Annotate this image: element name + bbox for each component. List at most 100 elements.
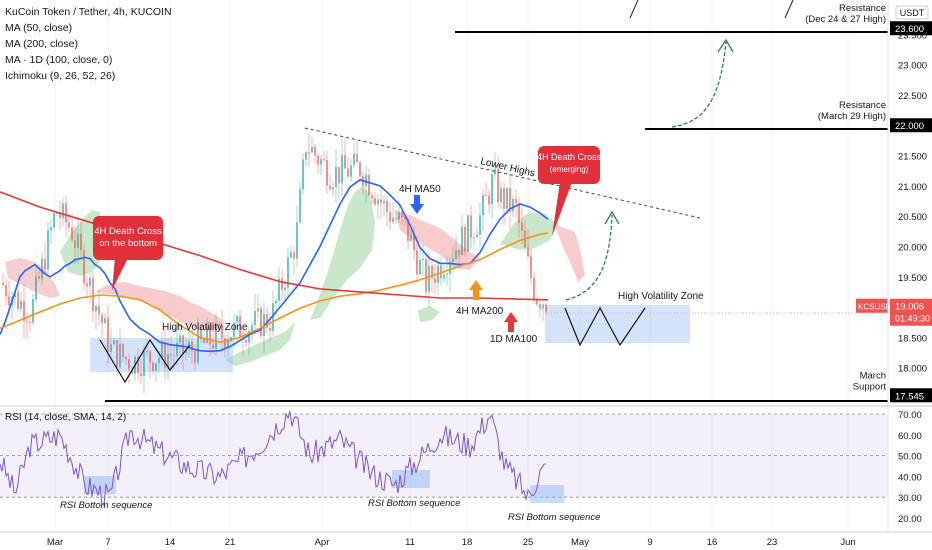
rsi-legend[interactable]: RSI (14, close, SMA, 14, 2)	[5, 412, 127, 423]
level-label: Resistance	[839, 100, 886, 111]
candle-body	[209, 326, 211, 345]
candle-body	[155, 363, 157, 372]
symbol-tag-label: KCSUSDT	[858, 303, 896, 312]
candle-body	[44, 258, 46, 270]
candle-body	[521, 222, 523, 231]
legend-ichimoku[interactable]: Ichimoku (9, 26, 52, 26)	[5, 70, 116, 82]
bear-cloud-right	[555, 225, 585, 282]
candle-body	[398, 212, 400, 220]
candle-body	[416, 250, 418, 275]
candle-body	[131, 369, 133, 374]
candle-body	[278, 278, 280, 301]
level-price-tag	[890, 388, 932, 403]
candle-body	[539, 304, 541, 309]
time-tick-label: Apr	[315, 537, 330, 548]
candle-body	[443, 274, 445, 279]
candle-body	[383, 200, 385, 203]
level-label: Support	[853, 381, 887, 392]
level-price-tag	[890, 21, 932, 36]
candle-body	[509, 187, 511, 212]
candle-body	[68, 222, 70, 228]
level-price-tag	[890, 118, 932, 133]
candle-body	[116, 340, 118, 368]
candle-body	[419, 259, 421, 275]
candle-body	[176, 342, 178, 356]
candle-body	[179, 335, 181, 343]
current-price-label: 19.006	[895, 302, 924, 313]
candle-body	[119, 343, 121, 368]
rsi-bottom-label: RSI Bottom sequence	[508, 512, 600, 523]
ma200-marker-arrow	[469, 280, 483, 300]
time-axis[interactable]: Mar 7 14 21 Apr 11 18 25 May 9 16 23 Jun	[0, 531, 932, 548]
price-tick-label: 22.500	[898, 91, 927, 102]
level-price-tag-label: 17.545	[895, 391, 924, 402]
candle-body	[470, 215, 472, 238]
candle-body	[485, 195, 487, 197]
candle-body	[62, 203, 64, 218]
level-label: (March 29 High)	[818, 111, 886, 122]
death-cross-left-line1: 4H Death Cross	[94, 226, 162, 237]
candle-body	[239, 316, 241, 338]
candle-body	[89, 277, 91, 287]
candle-body	[371, 194, 373, 199]
candle-body	[329, 185, 331, 190]
candle-body	[455, 249, 457, 259]
candle-body	[428, 265, 430, 292]
ichimoku-cloud	[5, 186, 585, 366]
current-price-tag	[890, 298, 932, 326]
candle-body	[161, 341, 163, 358]
candle-body	[152, 362, 154, 372]
level-labels: Resistance(Dec 24 & 27 High)Resistance(M…	[805, 3, 886, 392]
price-tick-label: 18.000	[898, 364, 927, 375]
rsi-tick-label: 20.00	[898, 514, 922, 525]
symbol-tag	[856, 298, 888, 313]
death-cross-callout-left: 4H Death Cross on the bottom	[93, 216, 163, 290]
chart-grid	[54, 0, 849, 532]
candle-body	[311, 146, 313, 153]
candle-body	[476, 234, 478, 238]
candle-body	[23, 301, 25, 322]
candle-body	[338, 167, 340, 184]
candle-body	[17, 291, 19, 309]
price-tick-label: 20.000	[898, 242, 927, 253]
rsi-tick-label: 30.00	[898, 493, 922, 504]
projection-arrow-lower-head	[604, 210, 620, 225]
top-line-a	[629, 0, 639, 19]
candle-body	[248, 331, 250, 343]
candle-body	[26, 321, 28, 323]
ma100-marker-arrow	[504, 312, 518, 332]
ma50-line	[0, 178, 549, 353]
candle-body	[500, 188, 502, 202]
death-cross-right-line2: (emerging)	[550, 165, 589, 174]
candle-body	[125, 356, 127, 359]
candle-body	[467, 215, 469, 252]
candle-body	[284, 287, 286, 291]
legend-ma200[interactable]: MA (200, close)	[5, 38, 78, 50]
candle-body	[332, 187, 334, 190]
candle-body	[203, 339, 205, 343]
candle-body	[74, 240, 76, 249]
candle-body	[344, 155, 346, 169]
price-tick-label: 18.500	[898, 333, 927, 344]
candle-body	[449, 262, 451, 274]
candle-body	[182, 335, 184, 354]
death-cross-left-line2: on the bottom	[99, 238, 157, 249]
candle-body	[296, 222, 298, 259]
time-tick-label: 18	[462, 537, 473, 548]
candle-body	[92, 277, 94, 312]
candle-body	[356, 154, 358, 163]
candle-body	[434, 278, 436, 283]
level-price-tag-label: 23.600	[895, 24, 924, 35]
legend-ma50[interactable]: MA (50, close)	[5, 22, 73, 34]
ma200-line	[0, 232, 549, 344]
candle-body	[368, 175, 370, 195]
candle-body	[221, 325, 223, 339]
candle-body	[65, 203, 67, 223]
bull-cloud-small	[418, 306, 440, 322]
legend-title[interactable]: KuCoin Token / Tether, 4h, KUCOIN	[5, 6, 172, 18]
candle-body	[56, 212, 58, 214]
legend-ma100-1d[interactable]: MA · 1D (100, close, 0)	[5, 54, 113, 66]
candle-body	[254, 311, 256, 326]
price-axis[interactable]: 23.500 23.000 22.500 22.000 21.500 21.000 20.5…	[856, 5, 932, 405]
